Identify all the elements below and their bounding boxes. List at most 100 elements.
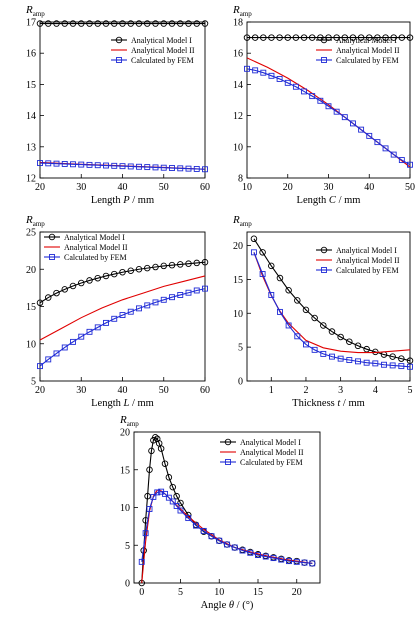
data-point — [103, 162, 109, 169]
y-tick-label: 15 — [120, 465, 130, 476]
data-point — [173, 492, 180, 500]
data-point — [168, 261, 176, 269]
y-axis-label-subscript: amp — [127, 420, 140, 428]
x-tick-label: 5 — [178, 587, 183, 598]
data-point — [278, 556, 285, 563]
data-point — [224, 541, 230, 548]
data-point — [150, 493, 157, 500]
data-point — [389, 353, 396, 360]
data-point — [366, 132, 373, 139]
x-tick-label: 30 — [76, 385, 86, 396]
data-point — [61, 286, 69, 293]
data-point — [127, 20, 134, 27]
y-axis-label-main: R — [25, 214, 33, 226]
data-point — [77, 279, 85, 287]
data-point — [86, 161, 93, 168]
data-point — [284, 79, 291, 86]
series-calculated-by-fem — [138, 488, 316, 567]
data-point — [247, 549, 254, 556]
data-point — [390, 151, 397, 158]
data-point — [341, 114, 348, 121]
data-point — [146, 506, 153, 512]
data-point — [407, 363, 413, 370]
legend-label: Analytical Model I — [336, 246, 397, 255]
data-point — [94, 324, 101, 331]
data-point — [177, 292, 184, 298]
x-axis-label-variable: θ — [229, 600, 234, 611]
data-point — [202, 285, 208, 292]
legend-label: Analytical Model II — [336, 256, 400, 265]
data-point — [337, 333, 344, 341]
data-point — [208, 533, 215, 540]
data-point — [270, 555, 277, 562]
data-point — [325, 103, 332, 110]
x-axis-label: Thickness t / mm — [292, 398, 365, 409]
y-tick-label: 5 — [238, 343, 243, 354]
y-axis-label: Ramp — [232, 4, 252, 18]
y-axis-label-main: R — [232, 214, 240, 226]
data-point — [329, 353, 335, 360]
data-point — [292, 34, 300, 41]
x-axis-label: Angle θ / (°) — [201, 600, 254, 611]
series-line — [253, 252, 411, 368]
y-tick-label: 10 — [26, 339, 36, 350]
data-point — [201, 20, 209, 27]
series-line — [141, 491, 313, 564]
x-axis-label-unit: / mm — [336, 195, 361, 206]
x-tick-label: 40 — [118, 182, 128, 193]
data-point — [309, 93, 316, 100]
data-point — [185, 20, 192, 27]
data-point — [138, 558, 145, 565]
y-tick-label: 5 — [125, 541, 130, 552]
y-axis-label-main: R — [25, 4, 33, 16]
x-tick-label: 10 — [214, 587, 224, 598]
data-point — [262, 553, 269, 560]
legend-label: Analytical Model II — [64, 243, 128, 252]
data-point — [152, 299, 159, 306]
y-axis-label-main: R — [232, 4, 240, 16]
data-point — [119, 312, 126, 319]
data-point — [259, 249, 266, 256]
data-point — [382, 34, 389, 41]
x-tick-label: 20 — [283, 182, 293, 193]
y-tick-label: 18 — [233, 18, 243, 29]
x-axis-label-unit: / (°) — [234, 600, 254, 611]
data-point — [390, 34, 397, 41]
data-point — [301, 88, 307, 95]
data-point — [165, 494, 172, 501]
legend-marker — [48, 233, 56, 241]
data-point — [177, 165, 184, 172]
data-point — [293, 558, 300, 565]
data-point — [152, 164, 159, 171]
data-point — [111, 315, 118, 322]
data-point — [144, 302, 151, 309]
y-tick-label: 8 — [238, 174, 243, 185]
data-point — [292, 83, 299, 90]
data-point — [127, 163, 134, 170]
data-point — [86, 20, 93, 27]
y-tick-label: 20 — [120, 428, 130, 439]
y-tick-label: 15 — [26, 80, 36, 91]
x-tick-label: 15 — [253, 587, 263, 598]
data-point — [363, 359, 370, 366]
series-analytical-model-i — [250, 235, 414, 364]
data-point — [152, 263, 159, 271]
data-point — [53, 350, 60, 357]
x-axis-label: Length C / mm — [297, 195, 361, 206]
x-tick-label: 20 — [35, 182, 45, 193]
plot-frame — [246, 231, 411, 382]
data-point — [276, 34, 283, 41]
series-calculated-by-fem — [250, 249, 413, 370]
data-point — [154, 489, 161, 496]
data-point — [268, 292, 275, 298]
x-axis-label-variable: L — [123, 398, 130, 409]
y-tick-label: 16 — [233, 49, 243, 60]
series-line — [253, 238, 411, 362]
x-tick-label: 30 — [324, 182, 334, 193]
y-tick-label: 20 — [233, 241, 243, 252]
data-point — [143, 264, 151, 272]
data-point — [53, 289, 60, 297]
